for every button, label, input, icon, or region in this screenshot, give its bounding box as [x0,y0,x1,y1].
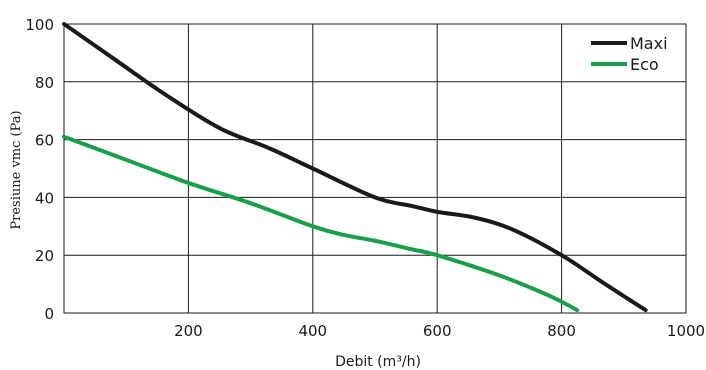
y-tick-label: 80 [35,74,54,92]
y-axis-label: Presiune vmc (Pa) [9,110,24,229]
series-line-eco [62,134,580,313]
x-tick-label: 1000 [667,322,705,340]
series-lines [62,22,648,313]
y-tick-label: 60 [35,132,54,150]
y-tick-label: 100 [25,16,54,34]
y-tick-label: 20 [35,247,54,265]
y-tick-label: 40 [35,189,54,207]
x-tick-label: 600 [423,322,452,340]
x-tick-label: 800 [547,322,576,340]
axis-ticks: 200 400 600 800 1000 0 20 40 60 80 100 [25,16,705,340]
plot-frame [63,23,687,314]
legend-label-maxi: Maxi [630,34,668,53]
series-line-maxi [62,22,648,313]
y-tick-label: 0 [44,305,54,323]
legend: Maxi Eco [591,34,668,74]
legend-label-eco: Eco [630,55,659,74]
x-tick-label: 200 [174,322,203,340]
x-axis-label: Debit (m³/h) [335,354,421,370]
grid [63,23,687,314]
x-tick-label: 400 [298,322,327,340]
